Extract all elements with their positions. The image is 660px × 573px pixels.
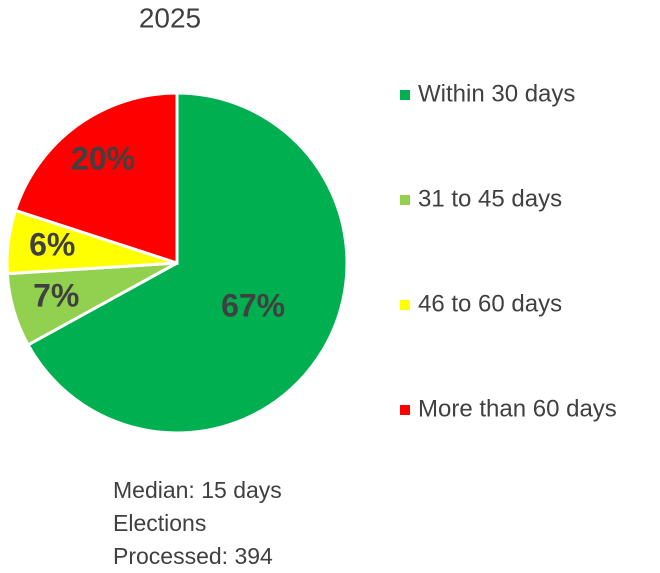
legend-label: 46 to 60 days xyxy=(418,290,562,317)
legend-swatch xyxy=(400,90,410,100)
pie-slice xyxy=(13,91,179,266)
legend-label: Within 30 days xyxy=(418,80,575,107)
legend-swatch xyxy=(400,405,410,415)
data-label: 20% xyxy=(71,141,135,177)
legend-label: 31 to 45 days xyxy=(418,185,562,212)
data-label: 67% xyxy=(221,287,285,323)
annotation: Elections xyxy=(113,510,206,536)
legend-swatch xyxy=(400,300,410,310)
chart-title: 2025 xyxy=(139,2,201,33)
data-label: 7% xyxy=(33,278,79,314)
legend-swatch xyxy=(400,195,410,205)
legend-label: More than 60 days xyxy=(418,395,617,422)
pie-slice xyxy=(25,91,349,435)
annotation: Processed: 394 xyxy=(113,543,273,569)
data-label: 6% xyxy=(29,227,75,263)
annotation: Median: 15 days xyxy=(113,477,282,503)
